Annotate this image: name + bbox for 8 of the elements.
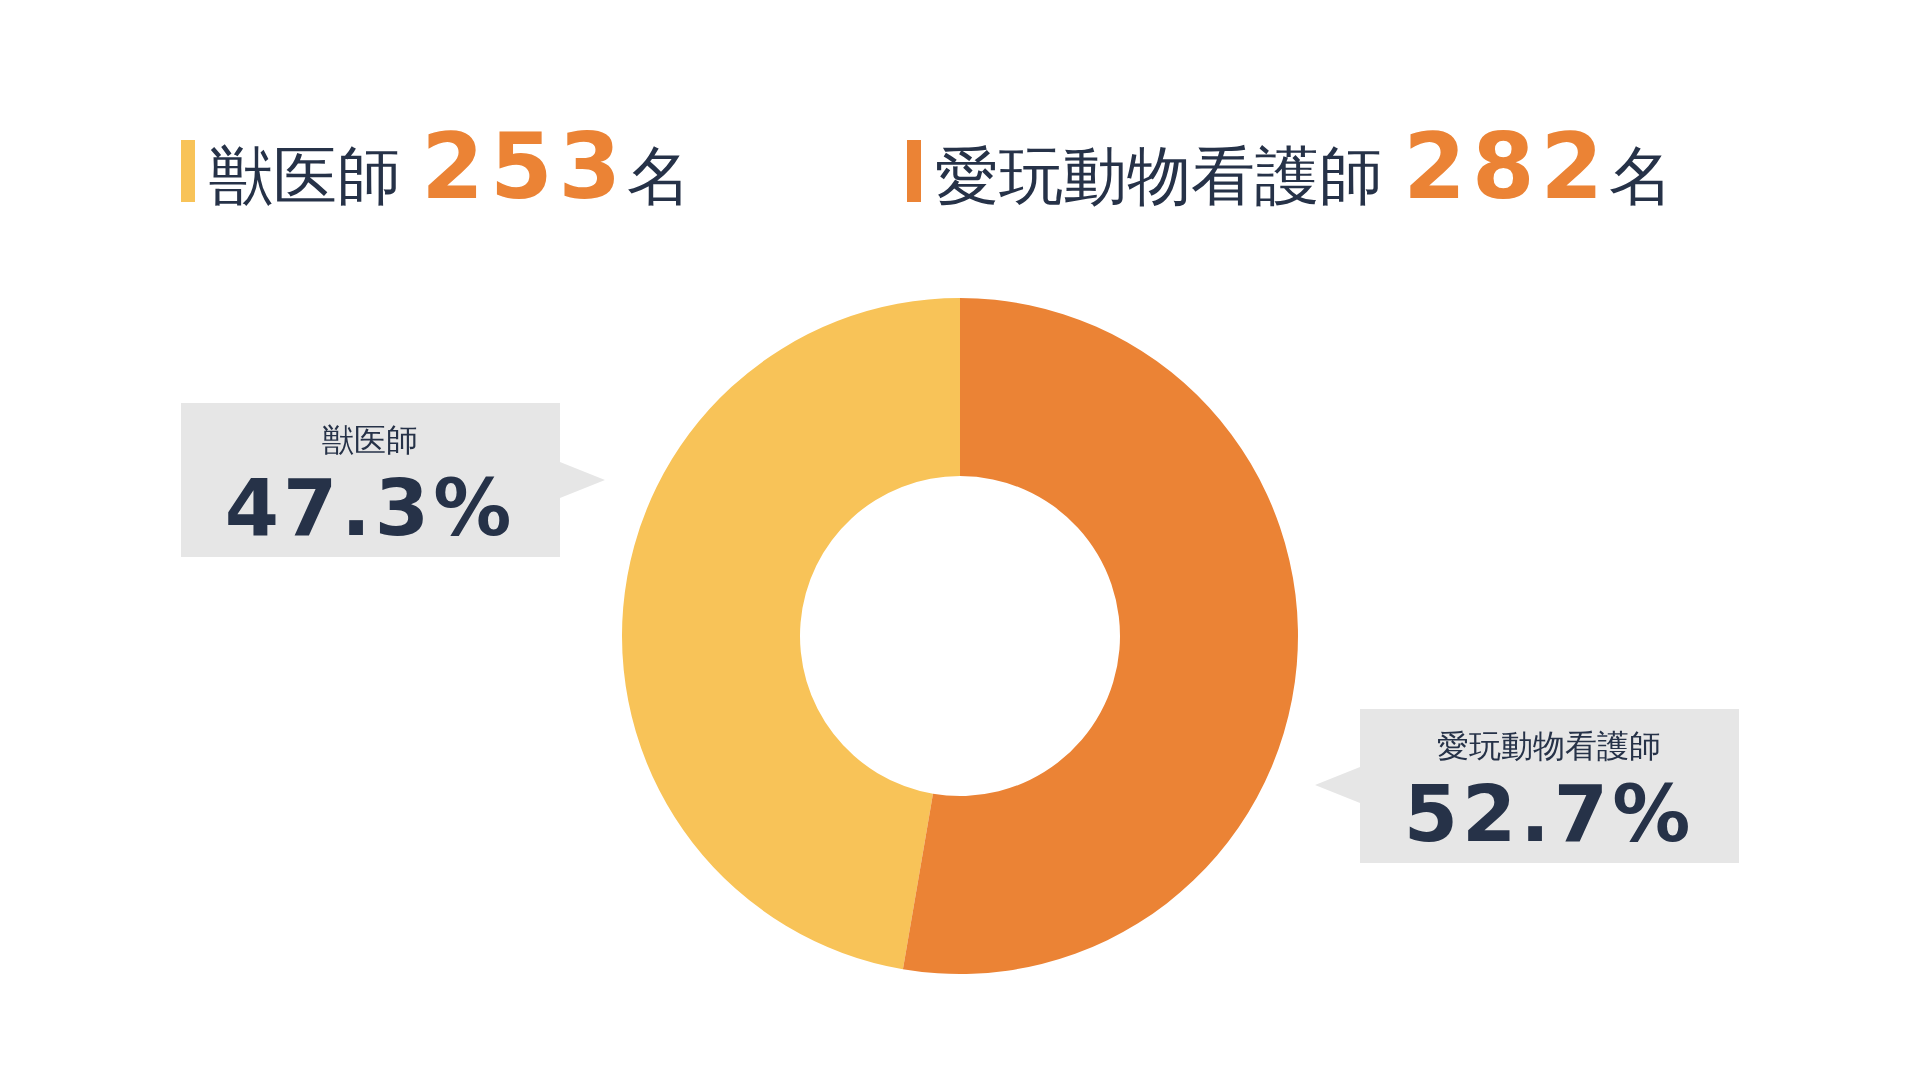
- text: 獣医師 253名: [209, 114, 692, 219]
- text: 愛玩動物看護師 282名: [935, 114, 1674, 219]
- data-label: 52.7%: [1403, 769, 1695, 859]
- donut-slice: [622, 298, 960, 970]
- slice-label: 愛玩動物看護師: [1437, 727, 1661, 765]
- data-label: 47.3%: [224, 463, 516, 553]
- slice-label: 獣医師: [322, 421, 418, 459]
- donut-slice: [902, 298, 1298, 974]
